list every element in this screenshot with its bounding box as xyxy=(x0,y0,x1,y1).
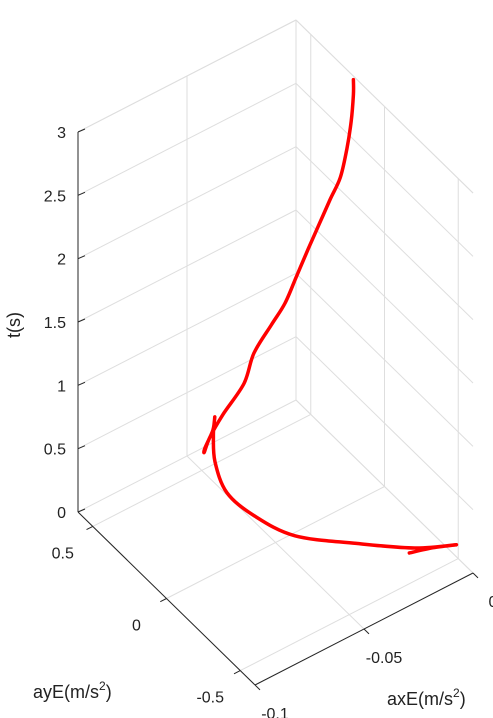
x-tick-mark xyxy=(472,572,479,579)
box-edge-top-side xyxy=(295,19,474,194)
x-tick-label: -0.1 xyxy=(261,706,289,718)
z-tick-label: 2 xyxy=(57,252,66,269)
z-tick-label: 2.5 xyxy=(44,188,66,205)
grid-line-z-back-wall xyxy=(77,336,297,450)
grid-line-z-back-wall xyxy=(77,272,297,386)
grid-line-y-floor xyxy=(240,558,459,672)
axis-layer xyxy=(77,128,479,691)
y-tick-mark xyxy=(233,670,241,675)
z-tick-label: 0 xyxy=(57,505,66,522)
x-tick-mark xyxy=(363,628,370,635)
y-axis-label-end: ) xyxy=(106,682,112,702)
y-axis-label-main: ayE(m/s xyxy=(33,682,99,702)
y-tick-mark xyxy=(86,525,93,531)
x-axis-label-main: axE(m/s xyxy=(387,689,453,709)
x-axis-label-superscript: 2 xyxy=(453,686,460,700)
y-tick-label: 0.5 xyxy=(52,545,74,562)
grid-line-z-side-wall xyxy=(295,272,474,447)
grid-line-y-floor xyxy=(166,486,385,599)
grid-line-z-side-wall xyxy=(295,336,474,511)
grid-line-z-back-wall xyxy=(77,399,297,513)
z-tick-mark xyxy=(77,381,86,386)
box-edge-top-back xyxy=(77,19,297,133)
grid-line-z-back-wall xyxy=(77,209,297,323)
tick-label-layer: -0.1 -0.05 0 -0.5 0 0.5 0 0.5 1 1.5 2 2.5 3 xyxy=(44,125,493,718)
z-axis-label: t(s) xyxy=(4,312,24,338)
y-tick-label: -0.5 xyxy=(196,690,224,707)
x-axis-label: axE(m/s2) xyxy=(387,686,466,709)
z-tick-mark xyxy=(77,255,86,260)
grid-line-z-side-wall xyxy=(295,209,474,384)
data-series-line xyxy=(202,77,459,555)
z-tick-label: 3 xyxy=(57,125,66,142)
x-axis-label-end: ) xyxy=(460,689,466,709)
x-tick-label: -0.05 xyxy=(366,650,403,667)
z-tick-label: 1.5 xyxy=(44,315,66,332)
y-tick-label: 0 xyxy=(132,618,141,635)
z-tick-mark xyxy=(77,445,86,450)
grid-line-z-back-wall xyxy=(77,82,297,196)
grid-line-z-back-wall xyxy=(77,146,297,260)
z-tick-mark xyxy=(77,508,86,513)
z-tick-label: 0.5 xyxy=(44,442,66,459)
y-axis-label: ayE(m/s2) xyxy=(33,679,112,702)
y-axis-label-superscript: 2 xyxy=(99,679,106,693)
x-tick-label: 0 xyxy=(489,594,493,611)
z-tick-label: 1 xyxy=(57,378,66,395)
grid-line-z-side-wall xyxy=(295,146,474,321)
z-tick-mark xyxy=(77,128,86,133)
grid-layer xyxy=(77,19,474,686)
z-tick-mark xyxy=(77,191,86,196)
grid-line-y-floor xyxy=(92,413,311,527)
x-tick-mark xyxy=(254,684,261,691)
data-layer xyxy=(202,77,459,555)
z-tick-mark xyxy=(77,318,86,323)
y-tick-mark xyxy=(160,598,167,603)
grid-line-z-side-wall xyxy=(295,82,474,257)
grid-line-z-side-wall xyxy=(295,399,474,574)
